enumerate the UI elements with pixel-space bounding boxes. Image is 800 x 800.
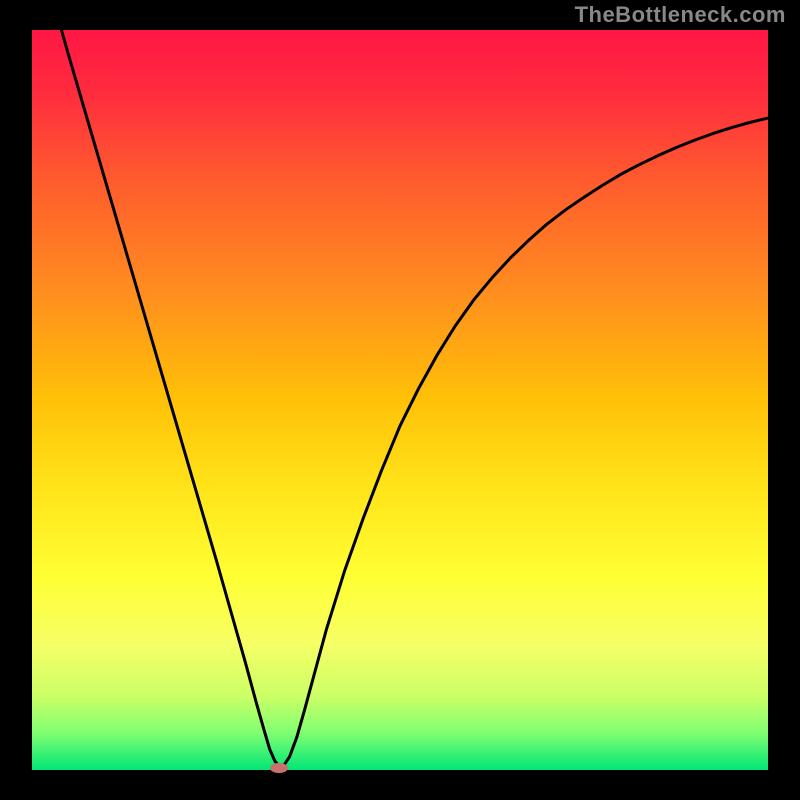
plot-area	[32, 30, 768, 770]
chart-canvas: TheBottleneck.com	[0, 0, 800, 800]
minimum-marker	[270, 763, 288, 773]
watermark-label: TheBottleneck.com	[575, 2, 786, 28]
bottleneck-curve	[32, 30, 768, 770]
